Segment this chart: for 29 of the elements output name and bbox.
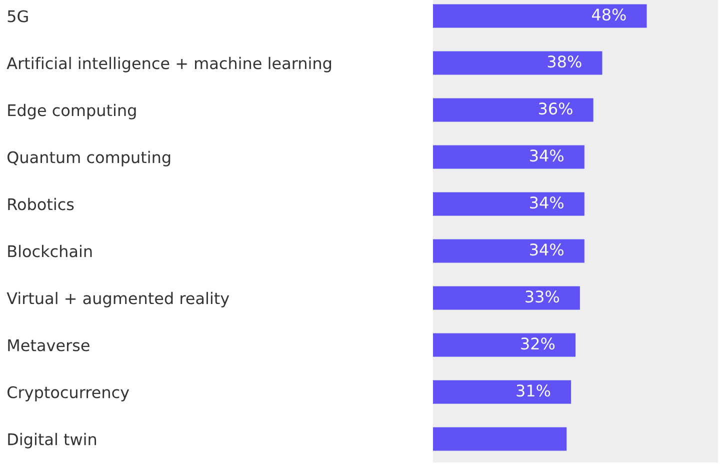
bar <box>433 98 594 122</box>
bar <box>433 51 602 75</box>
data-label: 34% <box>530 244 564 256</box>
y-tick-label: Robotics <box>8 198 74 210</box>
data-label: 34% <box>530 150 564 162</box>
data-label: 34% <box>530 196 564 209</box>
bar <box>433 286 580 310</box>
y-tick-label: 5G <box>8 10 28 22</box>
y-tick-label: Artificial intelligence + machine learning <box>6 56 332 72</box>
bar <box>433 380 572 404</box>
y-tick-label: Blockchain <box>8 244 92 258</box>
data-label: 36% <box>538 102 572 115</box>
y-tick-label: Quantum computing <box>8 150 170 166</box>
y-tick-label: Edge computing <box>8 104 136 120</box>
y-tick-label: Virtual + augmented reality <box>6 292 230 308</box>
data-label: 32% <box>521 338 555 350</box>
data-label: 31% <box>516 384 550 397</box>
bar <box>433 4 647 28</box>
bar <box>433 192 584 216</box>
y-tick-label: Metaverse <box>8 339 90 352</box>
bar <box>433 333 576 357</box>
data-label: 38% <box>548 56 582 68</box>
bar <box>433 239 584 263</box>
bar <box>433 145 584 169</box>
data-label: 33% <box>526 290 560 303</box>
y-tick-label: Cryptocurrency <box>8 386 130 402</box>
data-label: 48% <box>592 8 626 21</box>
y-tick-label: Digital twin <box>8 432 96 448</box>
bar <box>433 427 567 451</box>
